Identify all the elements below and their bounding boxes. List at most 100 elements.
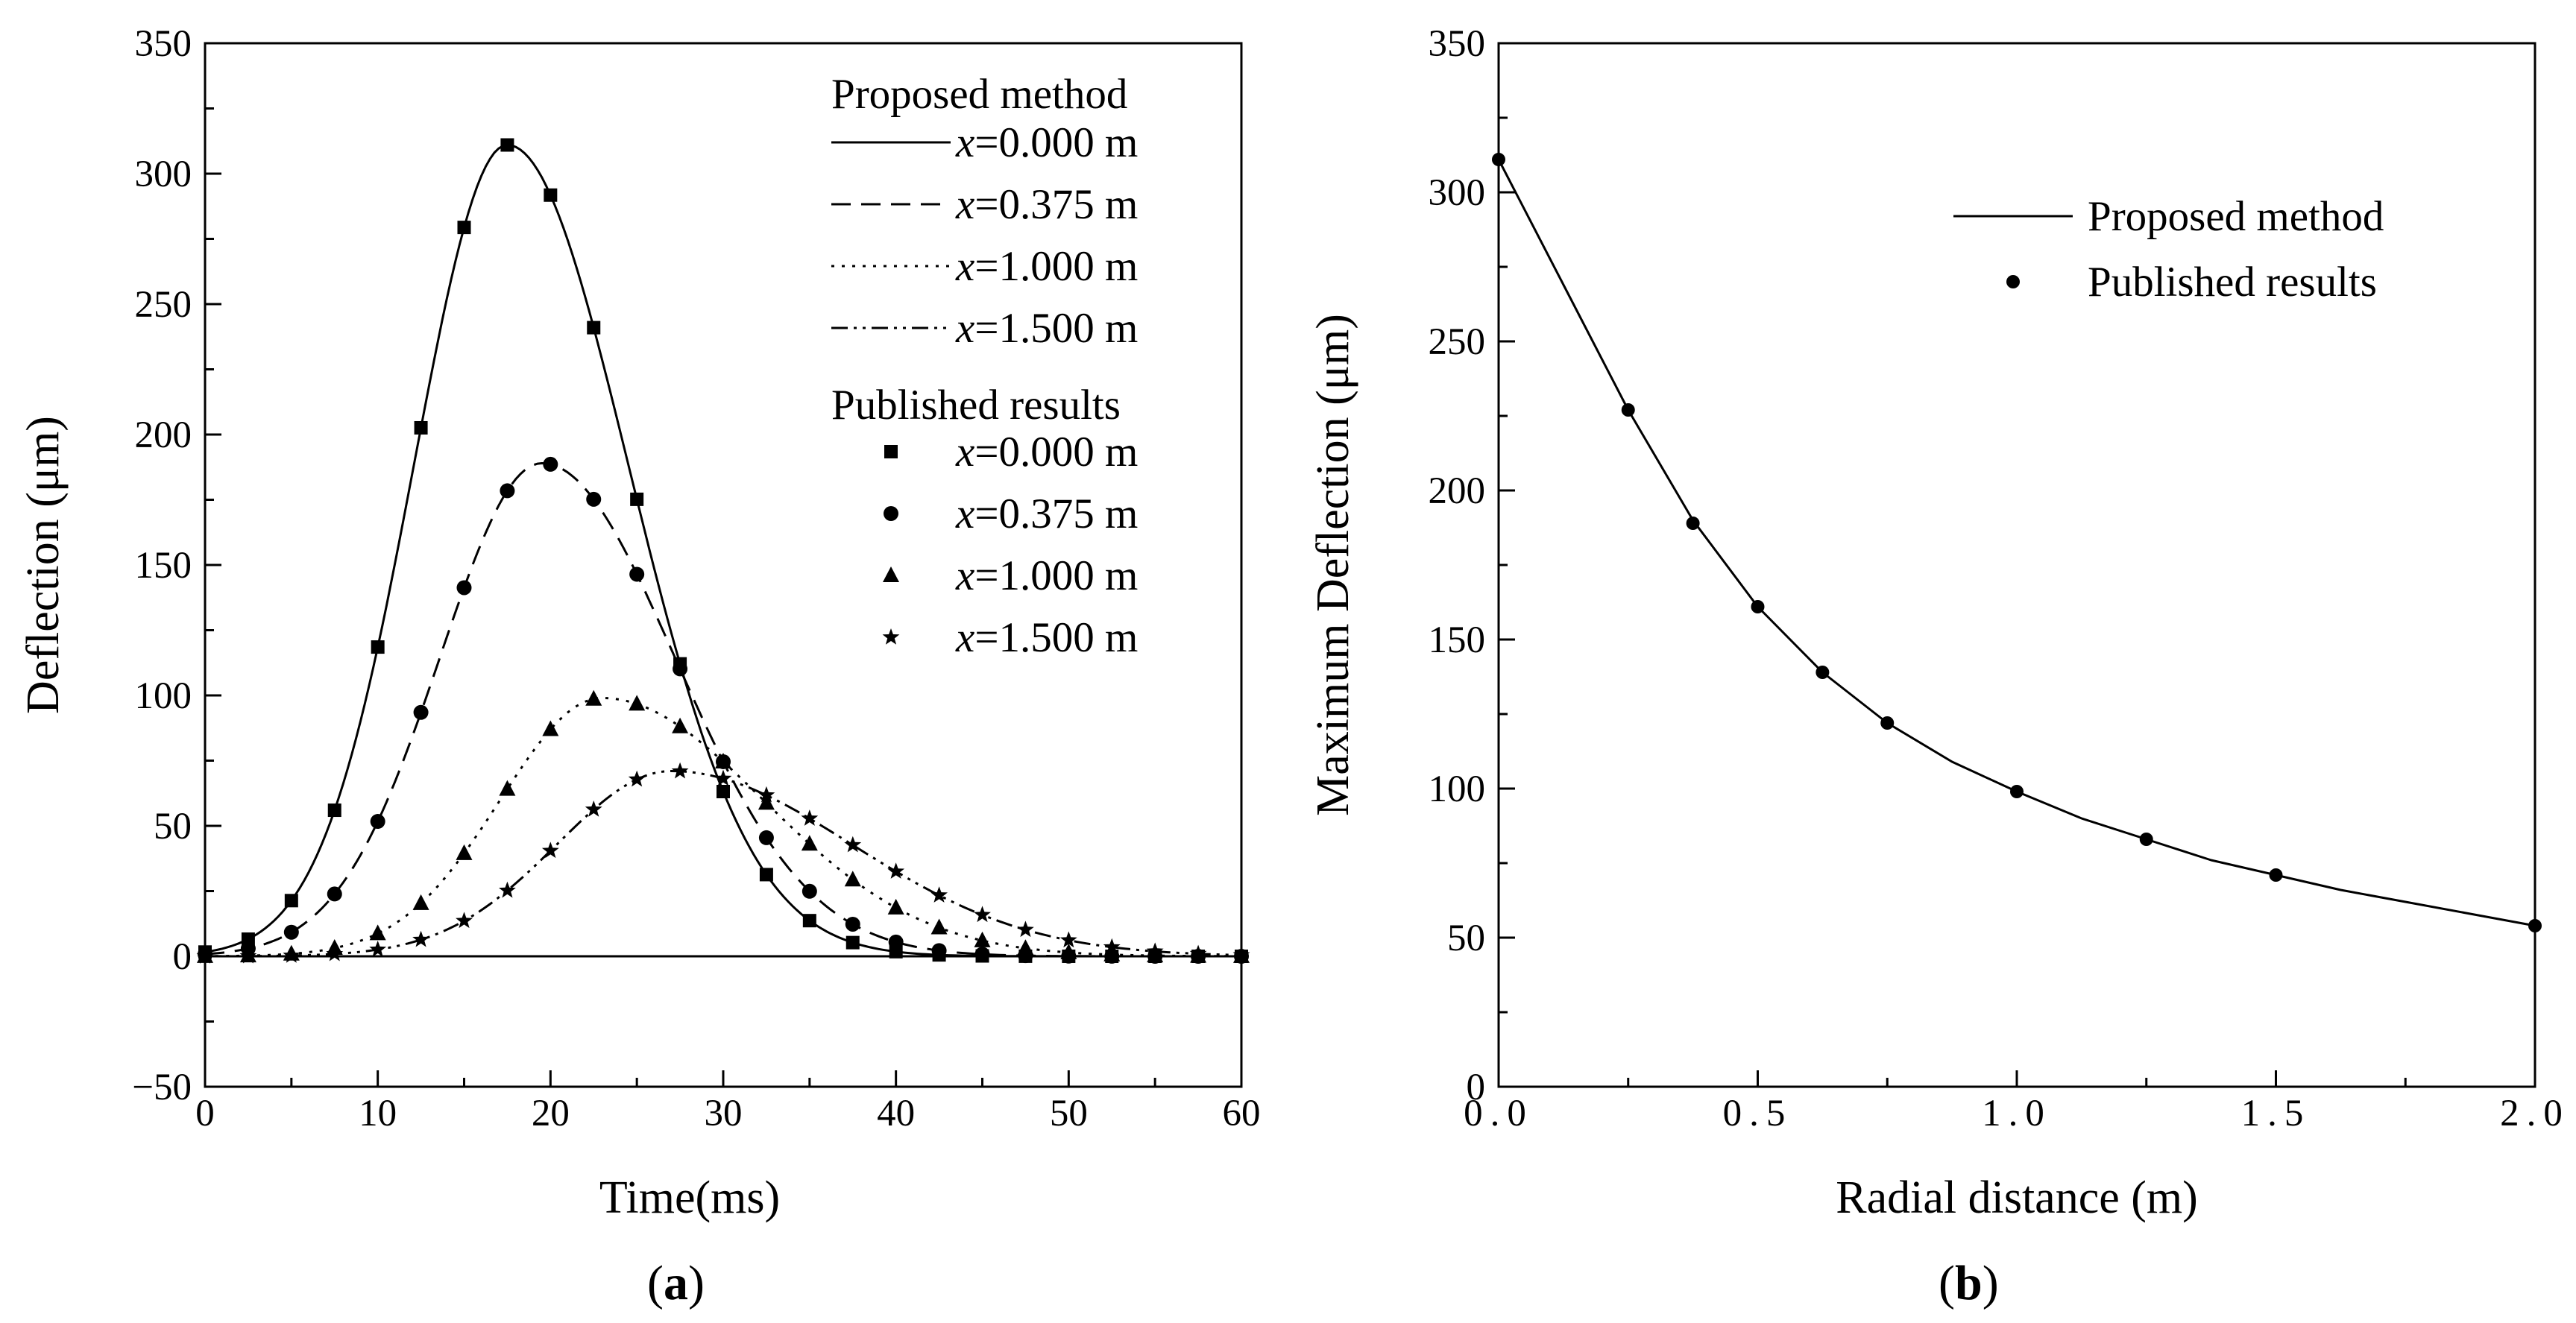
x-tick-label: 2.0	[2500, 1093, 2570, 1134]
published-point-series-4	[326, 944, 344, 962]
published-point-series-3	[585, 689, 602, 706]
published-point-series-4	[1059, 931, 1077, 948]
published-point-series-3	[672, 717, 689, 733]
published-point-series-3	[499, 780, 516, 796]
published-point-series-4	[196, 947, 214, 964]
published-point	[1621, 403, 1635, 417]
published-point-series-1	[845, 935, 860, 950]
published-point-series-4	[369, 941, 387, 957]
published-point	[2528, 919, 2542, 932]
y-tick-label: 100	[135, 675, 192, 717]
legend-line-label-1: x=0.000 m	[955, 119, 1138, 166]
y-tick-label: 0	[173, 936, 192, 978]
published-point	[1492, 153, 1505, 166]
published-point-series-3	[629, 695, 646, 711]
y-tick-label: 300	[1429, 172, 1486, 214]
published-point-series-1	[544, 188, 558, 202]
legend-b-method: Proposed method	[2088, 193, 2384, 240]
published-point	[2010, 785, 2024, 798]
y-tick-label: 350	[1429, 23, 1486, 65]
published-point-series-2	[802, 883, 817, 899]
published-point-series-3	[758, 794, 775, 810]
y-tick-label: −50	[132, 1067, 192, 1108]
published-point-series-4	[1189, 944, 1207, 962]
series-line-4	[205, 769, 1242, 958]
published-point-series-2	[673, 661, 688, 677]
published-point-series-2	[543, 456, 558, 472]
published-point-series-3	[456, 844, 473, 860]
published-point-series-1	[630, 492, 644, 506]
y-tick-label: 200	[1429, 470, 1486, 512]
published-point-series-1	[414, 420, 428, 435]
published-point-series-1	[802, 914, 816, 928]
legend-marker-label-2: x=0.375 m	[955, 490, 1138, 537]
x-tick-label: 0.0	[1464, 1093, 1534, 1134]
y-tick-label: 250	[1429, 321, 1486, 363]
chart-b-xlabel: Radial distance (m)	[1836, 1172, 2198, 1223]
chart-a-xlabel: Time(ms)	[599, 1172, 780, 1223]
chart-a-ylabel: Deflection (μm)	[18, 416, 69, 714]
published-point-series-3	[930, 918, 948, 935]
published-point-series-3	[542, 720, 559, 736]
y-tick-label: 350	[135, 23, 192, 65]
y-tick-label: 100	[1429, 768, 1486, 810]
published-point-series-2	[758, 830, 774, 845]
x-tick-label: 30	[705, 1093, 743, 1134]
published-point-series-1	[717, 784, 730, 798]
published-point-series-3	[1060, 943, 1077, 959]
published-point-series-4	[887, 862, 905, 879]
published-point-series-4	[1232, 946, 1250, 963]
published-point-series-4	[456, 912, 473, 929]
published-point-series-4	[1103, 938, 1121, 955]
published-point-series-4	[758, 786, 775, 803]
published-point-series-1	[457, 221, 471, 235]
published-point-series-2	[974, 947, 990, 962]
published-point-series-2	[888, 934, 904, 950]
x-tick-label: 20	[532, 1093, 570, 1134]
y-tick-label: 200	[135, 414, 192, 456]
published-point-series-3	[801, 835, 818, 851]
published-point-series-2	[283, 924, 299, 940]
x-tick-label: 1.5	[2241, 1093, 2311, 1134]
published-point-series-1	[284, 894, 298, 908]
panel-label-a: (a)	[647, 1256, 705, 1310]
published-point-series-2	[586, 491, 602, 507]
x-tick-label: 10	[359, 1093, 397, 1134]
chart-b-ylabel: Maximum Deflection (μm)	[1308, 314, 1358, 816]
y-tick-label: 150	[135, 545, 192, 587]
legend-marker-label-1: x=0.000 m	[955, 429, 1138, 476]
published-point	[2139, 833, 2153, 846]
published-point-series-4	[974, 906, 991, 923]
y-tick-label: 50	[1447, 918, 1485, 959]
published-point	[1686, 517, 1700, 530]
legend-marker-label-3: x=1.000 m	[955, 552, 1138, 599]
published-point	[2269, 868, 2283, 882]
published-point-series-3	[369, 924, 386, 941]
legend-marker-3	[883, 566, 899, 582]
published-point-series-3	[844, 871, 861, 887]
published-point-series-3	[412, 894, 429, 910]
y-tick-label: 0	[1467, 1067, 1486, 1108]
chart-b-points	[1492, 153, 2542, 932]
published-point-series-4	[412, 930, 429, 947]
published-point-series-1	[500, 138, 514, 152]
x-tick-label: 1.0	[1982, 1093, 2052, 1134]
published-point-series-3	[974, 931, 991, 947]
chart-b: 0.0 0.5 1.0 1.5 2.0 0 50 100 150 200 250 300 350 Pro…	[1308, 23, 2570, 1310]
published-point-series-4	[930, 886, 948, 903]
published-point	[1751, 600, 1765, 613]
y-tick-label: 50	[154, 806, 192, 847]
published-point-series-4	[671, 762, 689, 779]
published-point-series-1	[327, 803, 341, 818]
legend-line-label-4: x=1.500 m	[955, 305, 1138, 352]
chart-b-ticks: 0.0 0.5 1.0 1.5 2.0 0 50 100 150 200 250 300 350	[1429, 23, 2570, 1134]
legend-marker-4	[882, 628, 900, 645]
legend-a-heading-published: Published results	[831, 382, 1121, 429]
published-point	[1816, 666, 1830, 679]
published-point-series-4	[1017, 921, 1034, 938]
x-tick-label: 60	[1223, 1093, 1261, 1134]
published-point	[1880, 716, 1895, 730]
series-line-3	[205, 696, 1241, 958]
